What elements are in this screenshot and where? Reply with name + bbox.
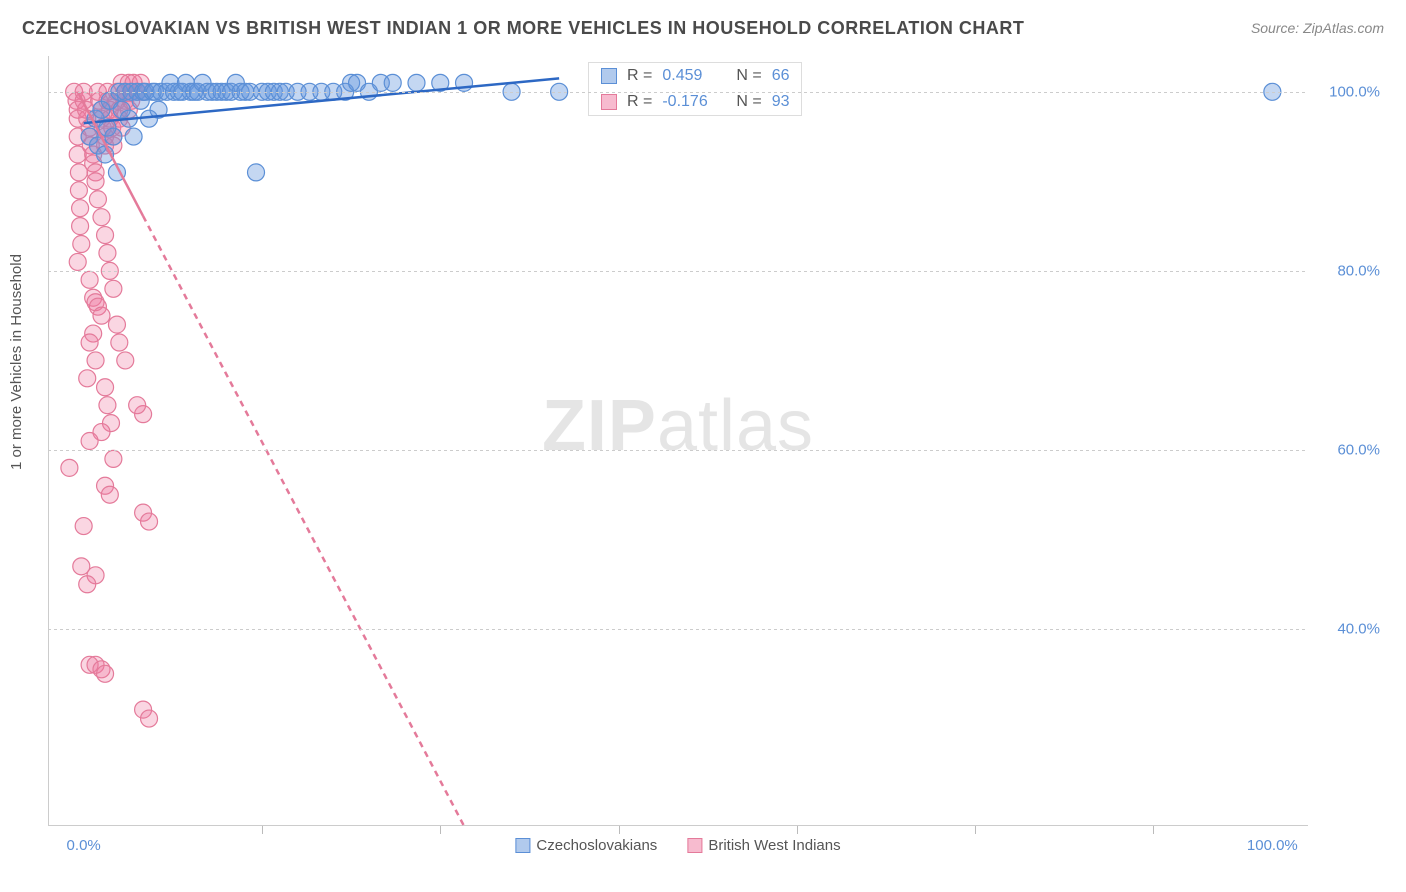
grid-line-h: [48, 92, 1308, 93]
data-point: [72, 218, 89, 235]
scatter-svg: [48, 56, 1308, 826]
x-tick-mark: [262, 826, 263, 834]
data-point: [105, 280, 122, 297]
data-point: [72, 200, 89, 217]
n-label: N =: [736, 93, 761, 111]
grid-line-h: [48, 629, 1308, 630]
legend: Czechoslovakians British West Indians: [515, 837, 840, 854]
y-tick-label: 80.0%: [1337, 262, 1380, 279]
source-attribution: Source: ZipAtlas.com: [1251, 20, 1384, 36]
data-point: [70, 182, 87, 199]
data-point: [81, 433, 98, 450]
correlation-stats-box: R = 0.459 N = 66 R = -0.176 N = 93: [588, 62, 802, 116]
n-value-b: 93: [772, 93, 790, 111]
data-point: [75, 518, 92, 535]
x-tick-mark: [440, 826, 441, 834]
data-point: [97, 665, 114, 682]
data-point: [99, 244, 116, 261]
r-value-b: -0.176: [662, 93, 716, 111]
data-point: [105, 450, 122, 467]
plot-area: ZIPatlas R = 0.459 N = 66 R = -0.176 N =…: [48, 56, 1308, 826]
grid-line-h: [48, 450, 1308, 451]
n-value-a: 66: [772, 67, 790, 85]
legend-item-b: British West Indians: [687, 837, 840, 854]
data-point: [108, 316, 125, 333]
y-axis-label: 1 or more Vehicles in Household: [8, 254, 25, 470]
data-point: [408, 74, 425, 91]
data-point: [101, 486, 118, 503]
data-point: [81, 334, 98, 351]
data-point: [125, 128, 142, 145]
data-point: [97, 379, 114, 396]
data-point: [79, 576, 96, 593]
data-point: [99, 397, 116, 414]
x-tick-label: 0.0%: [67, 837, 101, 854]
legend-swatch-a: [515, 838, 530, 853]
data-point: [141, 513, 158, 530]
x-tick-mark: [619, 826, 620, 834]
y-tick-label: 60.0%: [1337, 441, 1380, 458]
data-point: [87, 173, 104, 190]
data-point: [248, 164, 265, 181]
stats-swatch-a: [601, 68, 617, 84]
data-point: [73, 236, 90, 253]
n-label: N =: [736, 67, 761, 85]
data-point: [89, 191, 106, 208]
data-point: [105, 128, 122, 145]
data-point: [87, 352, 104, 369]
data-point: [81, 271, 98, 288]
data-point: [129, 397, 146, 414]
data-point: [384, 74, 401, 91]
legend-swatch-b: [687, 838, 702, 853]
x-tick-mark: [975, 826, 976, 834]
data-point: [97, 227, 114, 244]
r-label: R =: [627, 67, 652, 85]
data-point: [61, 459, 78, 476]
y-tick-label: 100.0%: [1329, 83, 1380, 100]
stats-row-a: R = 0.459 N = 66: [589, 63, 801, 89]
data-point: [79, 370, 96, 387]
data-point: [69, 253, 86, 270]
grid-line-h: [48, 271, 1308, 272]
data-point: [111, 334, 128, 351]
x-tick-mark: [797, 826, 798, 834]
trend-line: [143, 216, 464, 826]
r-value-a: 0.459: [662, 67, 716, 85]
data-point: [93, 307, 110, 324]
y-tick-label: 40.0%: [1337, 621, 1380, 638]
data-point: [93, 209, 110, 226]
legend-label-a: Czechoslovakians: [536, 837, 657, 854]
stats-swatch-b: [601, 94, 617, 110]
data-point: [117, 352, 134, 369]
x-tick-label: 100.0%: [1247, 837, 1298, 854]
chart-title: CZECHOSLOVAKIAN VS BRITISH WEST INDIAN 1…: [22, 18, 1024, 39]
legend-label-b: British West Indians: [708, 837, 840, 854]
x-tick-mark: [1153, 826, 1154, 834]
legend-item-a: Czechoslovakians: [515, 837, 657, 854]
r-label: R =: [627, 93, 652, 111]
data-point: [141, 710, 158, 727]
stats-row-b: R = -0.176 N = 93: [589, 89, 801, 115]
